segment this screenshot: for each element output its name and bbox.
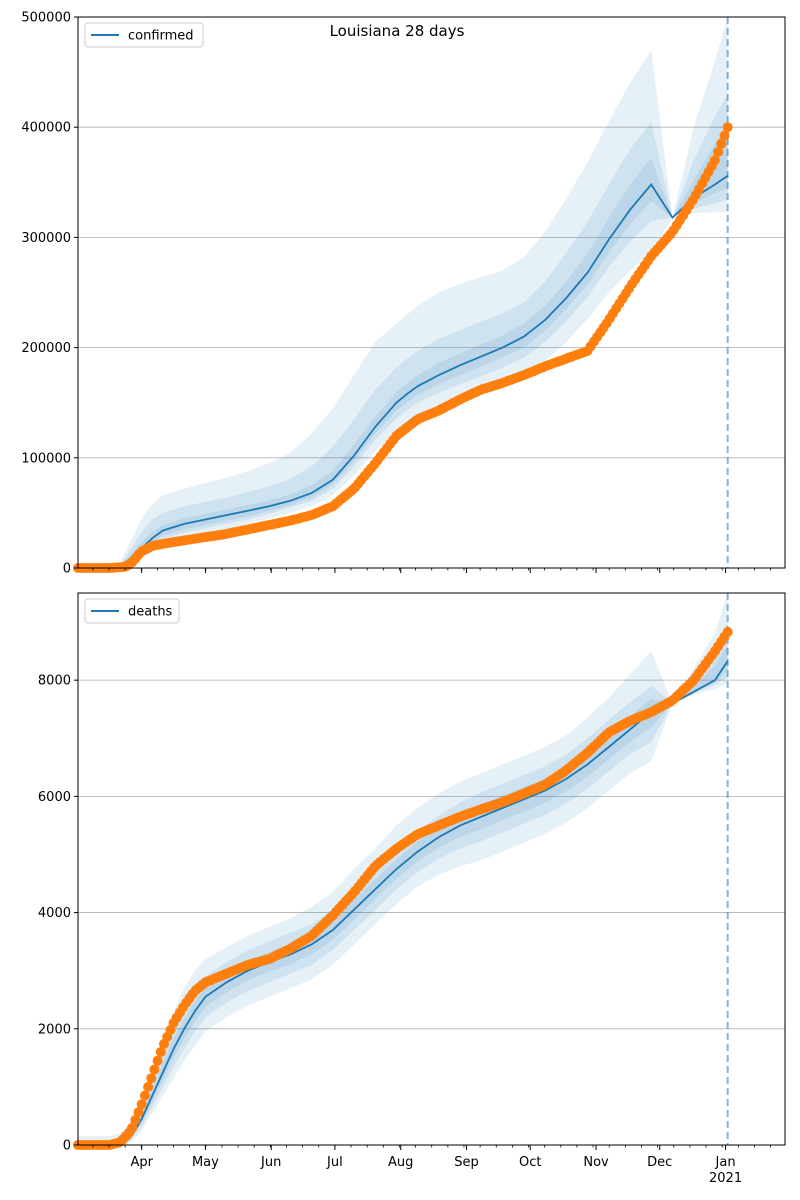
confirmed-panel: 0 100000 200000 300000 400000 500000 confirmed xyxy=(21,11,786,577)
observed-point xyxy=(127,1122,138,1133)
x-tick-label: Nov xyxy=(583,1155,609,1170)
observed-point xyxy=(139,1090,150,1101)
y-tick-label: 8000 xyxy=(38,674,71,689)
x-tick-label: May xyxy=(192,1155,219,1170)
observed-point xyxy=(146,1073,157,1084)
x-tick-label: Sep xyxy=(454,1155,479,1170)
x-tick-label: Jan xyxy=(715,1155,736,1170)
x-year-label: 2021 xyxy=(709,1171,742,1186)
y-tick-label: 6000 xyxy=(38,790,71,805)
legend-box xyxy=(84,22,204,48)
observed-point xyxy=(716,138,727,149)
y-tick-label: 2000 xyxy=(38,1022,71,1037)
observed-point xyxy=(155,1047,166,1057)
x-tick-label: Aug xyxy=(388,1155,413,1170)
uncertainty-band xyxy=(78,593,728,1145)
legend-label: deaths xyxy=(128,605,173,620)
legend-box xyxy=(84,598,180,624)
y-tick-label: 200000 xyxy=(21,341,71,356)
observed-point xyxy=(719,130,730,141)
chart-title: Louisiana 28 days xyxy=(330,22,465,40)
observed-point xyxy=(130,1115,141,1125)
legend: deaths xyxy=(84,598,180,624)
x-tick-label: Jun xyxy=(260,1155,281,1170)
y-tick-label: 0 xyxy=(63,562,71,577)
legend: confirmed xyxy=(84,22,204,48)
uncertainty-band xyxy=(78,17,728,568)
observed-point xyxy=(722,626,733,637)
observed-point xyxy=(722,122,733,133)
axes-frame xyxy=(77,16,786,569)
observed-point xyxy=(136,1099,147,1110)
y-tick-label: 100000 xyxy=(21,451,71,466)
x-tick-label: Dec xyxy=(647,1155,672,1170)
x-tick-label: Apr xyxy=(130,1155,153,1170)
observed-point xyxy=(713,147,724,157)
observed-point xyxy=(143,1081,154,1092)
uncertainty-band xyxy=(78,622,728,1145)
median-line xyxy=(78,660,729,1146)
observed-point xyxy=(152,1055,163,1066)
observed-point xyxy=(709,155,720,166)
y-tick-label: 500000 xyxy=(21,11,71,26)
legend-label: confirmed xyxy=(128,29,194,44)
y-tick-label: 4000 xyxy=(38,906,71,921)
observed-point xyxy=(149,1064,160,1075)
median-line xyxy=(78,174,729,569)
y-tick-label: 400000 xyxy=(21,121,71,136)
deaths-panel: 0 2000 4000 6000 8000 Apr May Jun Jul Aug Sep Oct No… xyxy=(38,592,786,1186)
y-tick-label: 0 xyxy=(63,1139,71,1154)
x-tick-label: Jul xyxy=(326,1155,343,1170)
x-tick-label: Oct xyxy=(519,1155,541,1170)
observed-point xyxy=(133,1107,144,1118)
y-tick-label: 300000 xyxy=(21,231,71,246)
